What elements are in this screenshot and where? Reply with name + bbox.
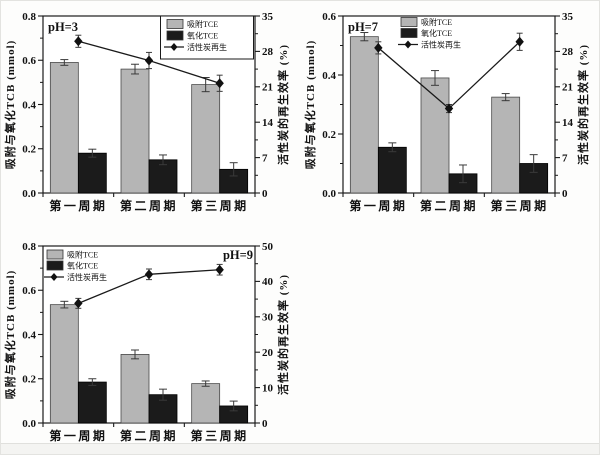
- legend-swatch: [46, 260, 64, 271]
- right-axis-tick-label: 30: [262, 312, 274, 324]
- right-axis-tick-label: 35: [262, 11, 274, 23]
- diamond-marker-icon: [215, 264, 224, 275]
- legend-item-label: 吸附TCE: [187, 19, 218, 29]
- legend-swatch: [46, 249, 64, 260]
- legend-swatch: [400, 17, 418, 27]
- diamond-marker-icon: [444, 103, 454, 114]
- right-axis-tick-label: 20: [262, 347, 274, 359]
- oxidized-tce-bar: [148, 159, 178, 194]
- adsorbed-tce-bar: [420, 77, 450, 194]
- ph-label: pH=9: [223, 248, 253, 262]
- x-category-label: 第一周期: [49, 198, 107, 213]
- right-axis-tick-label: 35: [562, 11, 574, 23]
- chart-plot: 0.0 0.2 0.4 0.6 0.8 0 10 20 30 40 50 第一周期 第二周期 第三周期 吸附…: [3, 241, 290, 443]
- legend-item-label: 活性炭再生: [421, 40, 461, 50]
- left-axis-tick-label: 0.2: [22, 374, 36, 386]
- legend-swatch: [400, 28, 418, 38]
- adsorbed-tce-bar: [191, 84, 221, 194]
- diamond-marker-icon: [144, 55, 154, 66]
- chart-ph3: 0.0 0.2 0.4 0.6 0.8 0 7 14 21 28 35 第一周期 第二周期 第三周期 吸附与…: [1, 1, 301, 229]
- legend-item-label: 氧化TCE: [421, 28, 452, 38]
- adsorbed-tce-bar: [191, 383, 221, 424]
- legend-diamond-icon: [170, 43, 178, 51]
- left-axis-tick-label: 0.6: [22, 55, 36, 67]
- diamond-marker-icon: [144, 269, 154, 280]
- diamond-marker-icon: [374, 42, 383, 53]
- right-axis-tick-label: 28: [262, 46, 274, 58]
- legend-item-label: 活性炭再生: [187, 42, 227, 52]
- diamond-marker-icon: [215, 78, 224, 89]
- ph-label: pH=7: [348, 20, 378, 34]
- left-axis-title: 吸附与氧化TCB (mmol): [3, 270, 17, 400]
- legend-swatch: [166, 19, 184, 29]
- diamond-marker-icon: [74, 36, 83, 47]
- left-axis-tick-label: 0.8: [22, 11, 36, 23]
- legend-item-label: 氧化TCE: [67, 261, 98, 271]
- left-axis-tick-label: 0.2: [322, 129, 336, 141]
- page-bottom-edge: [1, 443, 599, 454]
- right-axis-tick-label: 0: [262, 418, 268, 430]
- right-axis-tick-label: 7: [262, 152, 268, 164]
- x-category-label: 第三周期: [191, 428, 249, 443]
- x-category-label: 第一周期: [49, 428, 107, 443]
- left-axis-tick-label: 0.2: [22, 144, 36, 156]
- left-axis-title: 吸附与氧化TCB (mmol): [3, 40, 17, 170]
- chart-ph9: 0.0 0.2 0.4 0.6 0.8 0 10 20 30 40 50 第一周期 第二周期 第三周期 吸附…: [1, 231, 301, 454]
- x-category-label: 第三周期: [491, 198, 549, 213]
- chart-plot: 0.0 0.2 0.4 0.6 0 7 14 21 28 35 第一周期 第二周期 第三周期 吸附与氧化T…: [303, 11, 590, 213]
- x-category-label: 第二周期: [120, 428, 178, 443]
- oxidized-tce-bar: [77, 152, 107, 194]
- left-axis-tick-label: 0.6: [322, 11, 336, 23]
- legend-item-label: 活性炭再生: [67, 272, 107, 282]
- right-axis-tick-label: 40: [262, 276, 274, 288]
- legend-item-label: 吸附TCE: [421, 17, 452, 27]
- right-axis-tick-label: 7: [562, 152, 568, 164]
- chart-plot: 0.0 0.2 0.4 0.6 0.8 0 7 14 21 28 35 第一周期 第二周期 第三周期 吸附与…: [3, 11, 290, 213]
- adsorbed-tce-bar: [49, 62, 79, 194]
- right-axis-tick-label: 21: [262, 82, 273, 94]
- oxidized-tce-bar: [77, 381, 107, 424]
- legend-diamond-icon: [404, 40, 412, 49]
- right-axis-tick-label: 28: [562, 46, 574, 58]
- right-axis-tick-label: 14: [562, 117, 574, 129]
- adsorbed-tce-bar: [49, 304, 79, 424]
- left-axis-tick-label: 0.0: [322, 188, 336, 200]
- right-axis-tick-label: 0: [262, 188, 268, 200]
- left-axis-tick-label: 0.0: [22, 418, 36, 430]
- diamond-marker-icon: [74, 298, 83, 309]
- legend-item-label: 氧化TCE: [187, 31, 218, 41]
- ph-label: pH=3: [48, 20, 78, 34]
- right-axis-title: 活性炭的再生效率 (%): [276, 274, 290, 395]
- right-axis-tick-label: 10: [262, 382, 274, 394]
- right-axis-tick-label: 50: [262, 241, 274, 253]
- left-axis-tick-label: 0.8: [22, 241, 36, 253]
- adsorbed-tce-bar: [349, 36, 379, 194]
- adsorbed-tce-bar: [120, 68, 150, 194]
- x-category-label: 第一周期: [349, 198, 407, 213]
- right-axis-tick-label: 0: [562, 188, 568, 200]
- legend-diamond-icon: [50, 273, 58, 281]
- legend-swatch: [166, 30, 184, 41]
- adsorbed-tce-bar: [491, 96, 521, 194]
- left-axis-tick-label: 0.0: [22, 188, 36, 200]
- x-category-label: 第二周期: [420, 198, 478, 213]
- legend-item-label: 吸附TCE: [67, 250, 98, 260]
- x-category-label: 第三周期: [191, 198, 249, 213]
- oxidized-tce-bar: [377, 146, 407, 194]
- left-axis-tick-label: 0.4: [22, 99, 36, 111]
- x-category-label: 第二周期: [120, 198, 178, 213]
- left-axis-title: 吸附与氧化TCB (mmol): [303, 40, 317, 170]
- adsorbed-tce-bar: [120, 354, 150, 424]
- left-axis-tick-label: 0.4: [22, 329, 36, 341]
- chart-ph7: 0.0 0.2 0.4 0.6 0 7 14 21 28 35 第一周期 第二周期 第三周期 吸附与氧化T…: [301, 1, 599, 229]
- left-axis-tick-label: 0.4: [322, 70, 336, 82]
- right-axis-title: 活性炭的再生效率 (%): [576, 44, 590, 165]
- right-axis-tick-label: 14: [262, 117, 274, 129]
- right-axis-tick-label: 21: [562, 82, 573, 94]
- right-axis-title: 活性炭的再生效率 (%): [276, 44, 290, 165]
- left-axis-tick-label: 0.6: [22, 285, 36, 297]
